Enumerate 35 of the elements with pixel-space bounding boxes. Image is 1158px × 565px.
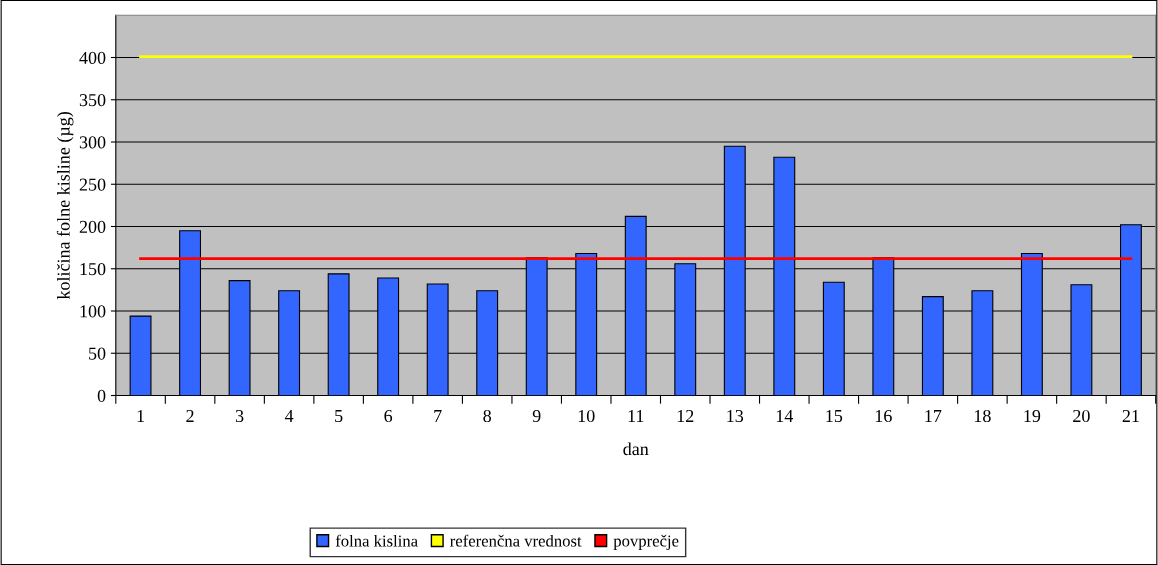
y-axis-title: količina folne kisline (µg) bbox=[56, 111, 74, 300]
x-tick-label: 1 bbox=[137, 410, 144, 422]
y-tick-label: 100 bbox=[80, 305, 106, 318]
x-tick-label: 3 bbox=[235, 409, 244, 423]
x-tick-label: 18 bbox=[974, 409, 991, 423]
x-tick-label: 11 bbox=[628, 410, 644, 422]
y-tick-label: 0 bbox=[97, 389, 106, 402]
x-tick-label: 4 bbox=[284, 410, 294, 422]
x-tick-label: 15 bbox=[826, 410, 843, 423]
y-tick-label: 350 bbox=[79, 94, 106, 107]
x-tick-label: 5 bbox=[335, 410, 343, 423]
y-tick-label: 300 bbox=[79, 136, 106, 149]
x-tick-label: 6 bbox=[384, 409, 393, 423]
x-tick-label: 16 bbox=[875, 409, 892, 423]
x-tick-label: 13 bbox=[727, 409, 744, 423]
legend-label: povprečje bbox=[613, 534, 679, 550]
y-tick-label: 150 bbox=[80, 263, 106, 276]
x-tick-label: 9 bbox=[532, 409, 541, 423]
y-tick-label: 400 bbox=[79, 51, 106, 64]
x-tick-label: 12 bbox=[677, 409, 694, 422]
x-tick-label: 8 bbox=[483, 409, 492, 423]
x-tick-label: 19 bbox=[1024, 409, 1041, 423]
y-tick-label: 50 bbox=[89, 347, 106, 360]
x-tick-label: 7 bbox=[434, 410, 442, 422]
x-axis-title: dan bbox=[623, 442, 649, 456]
legend-label: folna kislina bbox=[335, 534, 418, 547]
legend-label: referenčna vrednost bbox=[450, 534, 582, 547]
x-tick-label: 17 bbox=[925, 410, 942, 422]
x-tick-label: 21 bbox=[1122, 409, 1139, 422]
y-tick-label: 200 bbox=[79, 220, 106, 233]
x-tick-label: 2 bbox=[186, 409, 194, 422]
x-tick-label: 14 bbox=[776, 410, 794, 422]
x-tick-label: 20 bbox=[1073, 409, 1090, 423]
y-tick-label: 250 bbox=[79, 178, 106, 191]
x-tick-label: 10 bbox=[578, 409, 595, 423]
